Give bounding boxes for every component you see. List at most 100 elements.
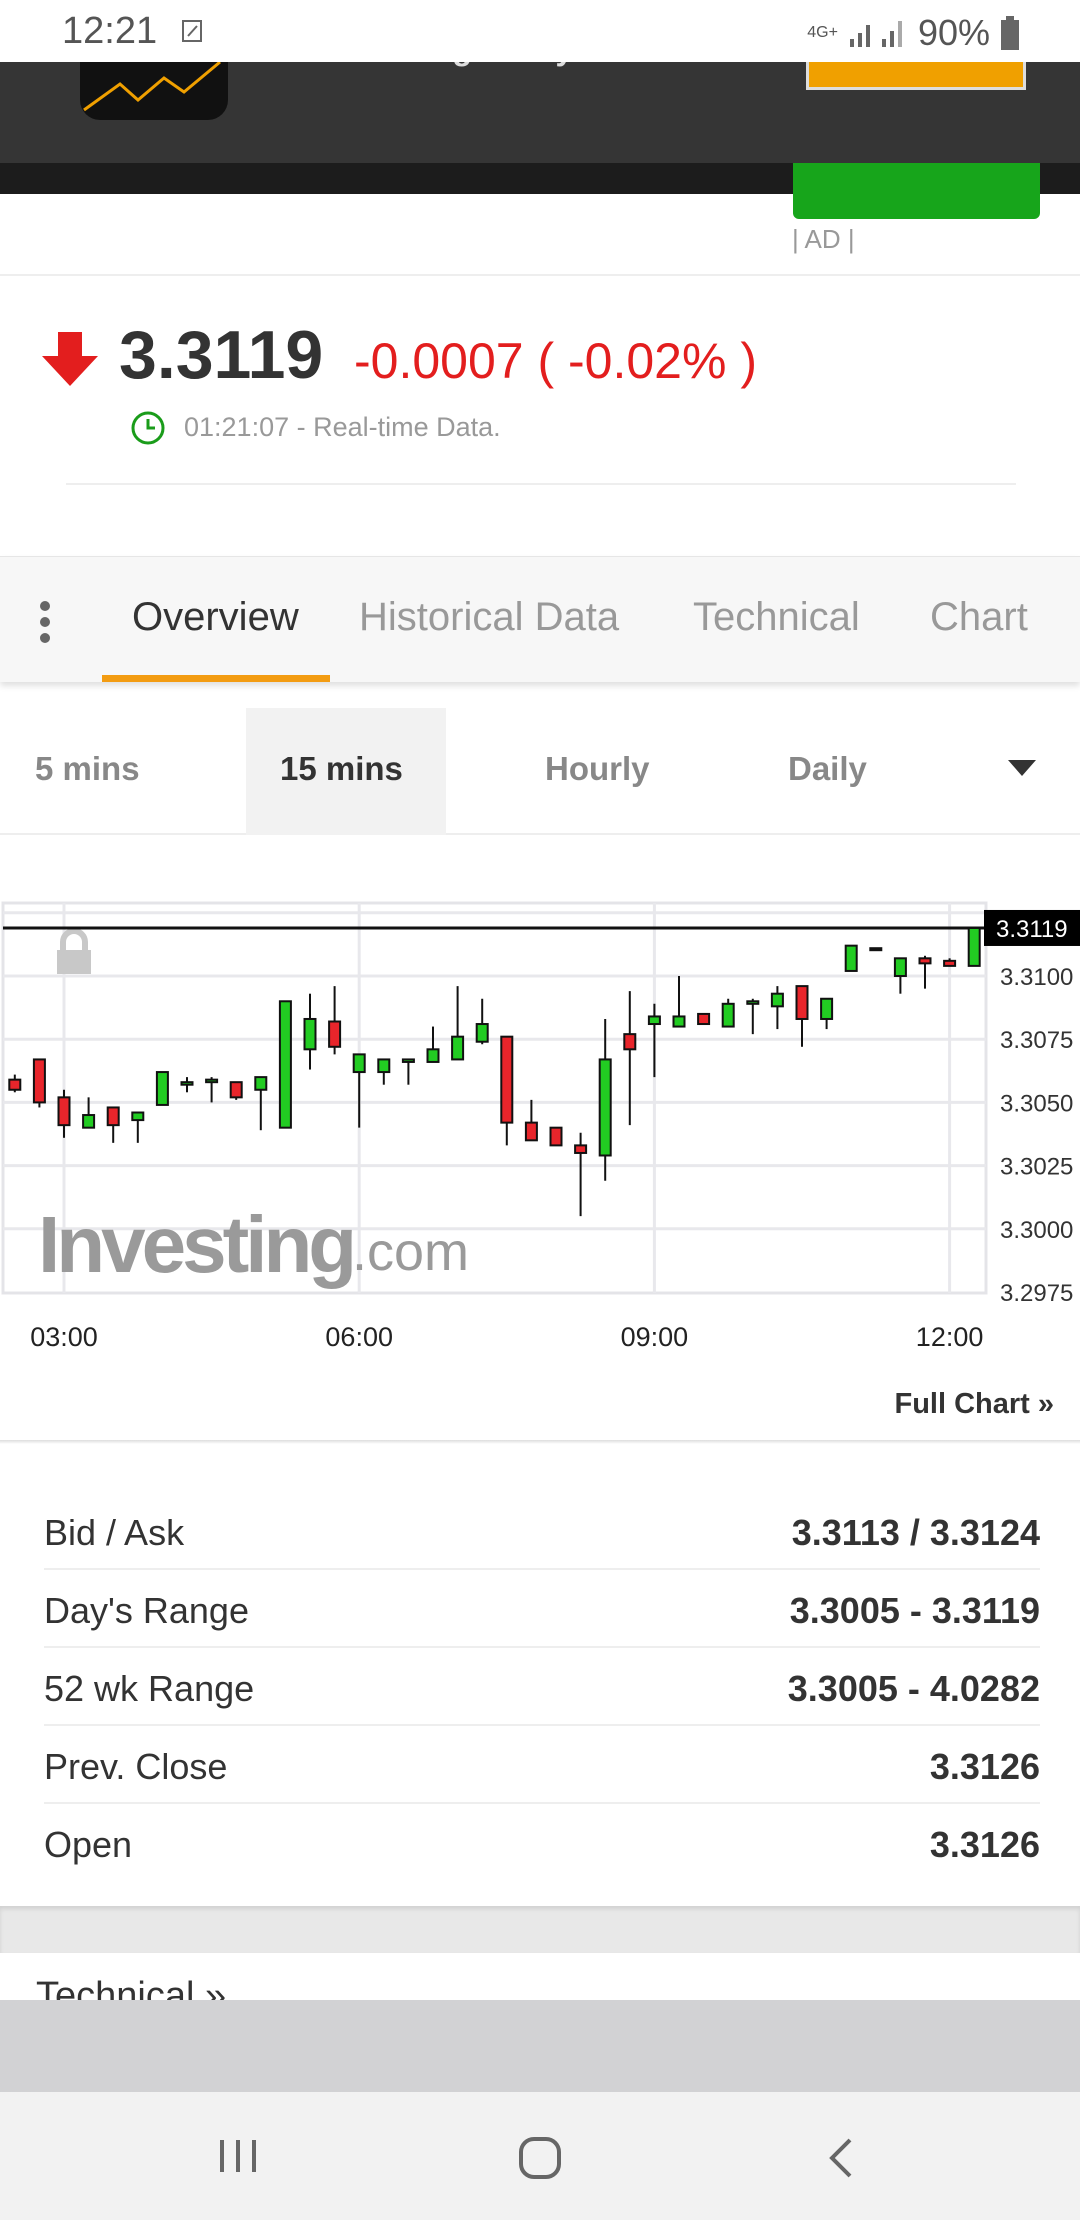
candle-body <box>500 1035 514 1124</box>
timeframe-5-mins[interactable]: 5 mins <box>35 750 140 787</box>
candle <box>155 1071 169 1106</box>
candle-body <box>475 1023 489 1043</box>
candle-body <box>893 957 907 977</box>
candle-body <box>623 1033 637 1051</box>
candle <box>918 955 932 989</box>
full-chart-link[interactable]: Full Chart » <box>894 1388 1054 1420</box>
last-price-tag <box>984 909 1080 946</box>
candle <box>254 1076 268 1131</box>
y-tick-label: 3.3075 <box>1000 1027 1073 1054</box>
status-time: 12:21 <box>62 10 158 52</box>
x-tick-label: 03:00 <box>30 1322 98 1352</box>
candle <box>57 1089 71 1138</box>
more-menu-icon[interactable] <box>36 601 54 649</box>
stat-row: Prev. Close 3.3126 <box>44 1726 1040 1804</box>
candle <box>32 1058 46 1108</box>
candle-body <box>352 1053 366 1074</box>
candle-body <box>647 1015 661 1026</box>
y-tick-label: 3.3025 <box>1000 1154 1073 1181</box>
stat-row: 52 wk Range 3.3005 - 4.0282 <box>44 1648 1040 1726</box>
candle <box>524 1099 538 1142</box>
candle <box>697 1012 711 1026</box>
candle <box>746 998 760 1035</box>
home-icon[interactable] <box>518 2136 562 2180</box>
status-bar: 12:21 4G+ 90% <box>0 0 1080 62</box>
x-tick-label: 12:00 <box>916 1322 984 1352</box>
ad-label: | AD | <box>792 224 855 254</box>
back-icon[interactable] <box>826 2136 856 2180</box>
status-right: 4G+ 90% <box>807 12 1020 54</box>
candle-body <box>32 1058 46 1104</box>
stat-row: Open 3.3126 <box>44 1804 1040 1882</box>
candle <box>967 926 981 967</box>
candle <box>180 1077 194 1093</box>
candle <box>721 998 735 1028</box>
candle <box>451 986 465 1061</box>
candle <box>795 985 809 1047</box>
y-tick-label: 3.3050 <box>1000 1090 1073 1117</box>
candle-body <box>943 959 957 967</box>
tab-bar: Overview Historical Data Technical Chart <box>0 556 1080 682</box>
candle-body <box>131 1111 145 1122</box>
candle <box>352 1053 366 1128</box>
y-tick-label: 3.2975 <box>1000 1280 1073 1307</box>
stat-row: Bid / Ask 3.3113 / 3.3124 <box>44 1492 1040 1570</box>
candle <box>328 986 342 1055</box>
candle <box>647 1003 661 1078</box>
y-tick-label: 3.3000 <box>1000 1217 1073 1244</box>
tab-overview[interactable]: Overview <box>132 595 299 639</box>
candle <box>500 1035 514 1146</box>
timeframe-selector <box>0 708 1080 835</box>
stat-label: Prev. Close <box>44 1746 228 1787</box>
candle-body <box>106 1106 120 1127</box>
stat-label: Open <box>44 1824 133 1865</box>
ad-install-button[interactable] <box>806 62 1026 90</box>
divider <box>66 483 1016 485</box>
candle <box>106 1106 120 1143</box>
down-arrow-icon <box>42 332 98 386</box>
stat-value: 3.3126 <box>929 1824 1040 1865</box>
stat-label: Bid / Ask <box>44 1512 185 1553</box>
timeframe-dropdown-icon[interactable] <box>1008 760 1038 778</box>
tab-historical-data[interactable]: Historical Data <box>359 595 620 639</box>
timeframe-15-mins[interactable]: 15 mins <box>280 750 403 787</box>
ad-cta-button[interactable] <box>793 163 1040 219</box>
candle <box>278 1000 292 1129</box>
candle <box>8 1074 22 1093</box>
candle-body <box>8 1078 22 1091</box>
candle-body <box>795 985 809 1020</box>
active-tab-indicator <box>102 675 330 682</box>
candle <box>869 947 883 952</box>
section-separator <box>0 1906 1080 1953</box>
candle <box>475 998 489 1045</box>
timeframe-daily[interactable]: Daily <box>788 750 867 787</box>
battery-percent: 90% <box>917 12 990 53</box>
candlestick-chart[interactable]: Investing.com 3.3100 3.3075 3.3050 3.3025 3.3… <box>0 880 1080 1360</box>
candle-body <box>524 1121 538 1142</box>
stat-label: Day's Range <box>44 1590 249 1631</box>
candle-body <box>229 1081 243 1099</box>
candle-body <box>328 1020 342 1048</box>
timeframe-hourly[interactable]: Hourly <box>545 750 650 787</box>
ad-app-logo[interactable] <box>80 60 228 120</box>
last-price-tag-label: 3.3119 <box>996 916 1068 943</box>
stat-value: 3.3126 <box>929 1746 1040 1787</box>
investing-watermark: Investing.com <box>38 1200 469 1289</box>
stat-label: 52 wk Range <box>44 1668 255 1709</box>
candle-body <box>549 1126 563 1147</box>
candle-body <box>155 1071 169 1106</box>
recent-apps-icon[interactable] <box>218 2136 258 2176</box>
candle-body <box>180 1081 194 1086</box>
candle-body <box>205 1078 219 1084</box>
realtime-timestamp: 01:21:07 - Real-time Data. <box>184 412 501 442</box>
candle-body <box>967 926 981 967</box>
tab-chart[interactable]: Chart <box>930 595 1028 639</box>
candle-body <box>401 1058 415 1063</box>
candle-body <box>598 1058 612 1157</box>
candle-body <box>869 947 883 952</box>
clock-icon <box>131 411 165 445</box>
candle <box>401 1058 415 1085</box>
candle <box>205 1077 219 1103</box>
tab-technical[interactable]: Technical <box>693 595 860 639</box>
candle-body <box>574 1144 588 1154</box>
